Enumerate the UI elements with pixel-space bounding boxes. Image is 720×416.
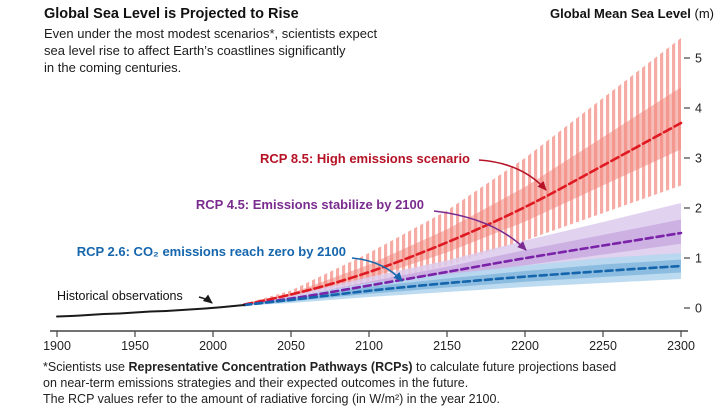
x-tick-label: 1900	[43, 339, 71, 353]
footnote-line1-bold: Representative Concentration Pathways (R…	[128, 360, 413, 374]
chart-subtitle: Even under the most modest scenarios*, s…	[44, 25, 377, 76]
footnote-line-3: The RCP values refer to the amount of ra…	[43, 392, 500, 406]
historical-annotation-label: Historical observations	[57, 289, 183, 303]
rcp26-line	[242, 264, 683, 307]
x-tick-label: 2200	[511, 339, 539, 353]
x-tick-label: 2000	[199, 339, 227, 353]
y-tick-label: 4	[695, 102, 702, 116]
x-tick-label: 2150	[433, 339, 461, 353]
subtitle-line-2: sea level rise to affect Earth’s coastli…	[44, 43, 346, 58]
rcp26-arrow	[351, 257, 403, 282]
footnote: *Scientists use Representative Concentra…	[43, 359, 616, 407]
rcp26-annotation-label: RCP 2.6: CO₂ emissions reach zero by 210…	[76, 244, 346, 259]
y-axis-title: Global Mean Sea Level (m)	[550, 6, 714, 21]
x-tick-label: 2100	[355, 339, 383, 353]
historical-arrow	[198, 294, 213, 304]
rcp45-annotation-label: RCP 4.5: Emissions stabilize by 2100	[195, 197, 424, 212]
rcp85-annotation-label: RCP 8.5: High emissions scenario	[260, 151, 470, 166]
y-tick-label: 2	[695, 202, 702, 216]
subtitle-line-1: Even under the most modest scenarios*, s…	[44, 26, 378, 41]
x-tick-label: 2300	[667, 339, 695, 353]
y-tick-label: 3	[695, 152, 702, 166]
footnote-line-2: on near-term emissions strategies and th…	[43, 376, 469, 390]
footnote-line1-pre: *Scientists use	[43, 360, 129, 374]
rcp85-line	[242, 121, 683, 306]
y-tick-label: 0	[695, 302, 702, 316]
page-title: Global Sea Level is Projected to Rise	[44, 6, 299, 22]
y-tick-label: 1	[695, 252, 702, 266]
y-tick-label: 5	[695, 52, 702, 66]
subtitle-line-3: in the coming centuries.	[44, 60, 182, 75]
footnote-line-1: *Scientists use Representative Concentra…	[43, 359, 616, 375]
rcp45-arrow	[433, 210, 527, 251]
rcp45-line	[242, 231, 683, 307]
x-tick-label: 1950	[121, 339, 149, 353]
rcp85-arrow	[478, 159, 547, 191]
x-tick-label: 2050	[277, 339, 305, 353]
y-axis-title-unit: (m)	[690, 6, 715, 21]
x-tick-label: 2250	[589, 339, 617, 353]
historical-line	[56, 304, 246, 318]
y-axis-title-text: Global Mean Sea Level	[550, 6, 691, 21]
footnote-line1-post: to calculate future projections based	[412, 360, 617, 374]
